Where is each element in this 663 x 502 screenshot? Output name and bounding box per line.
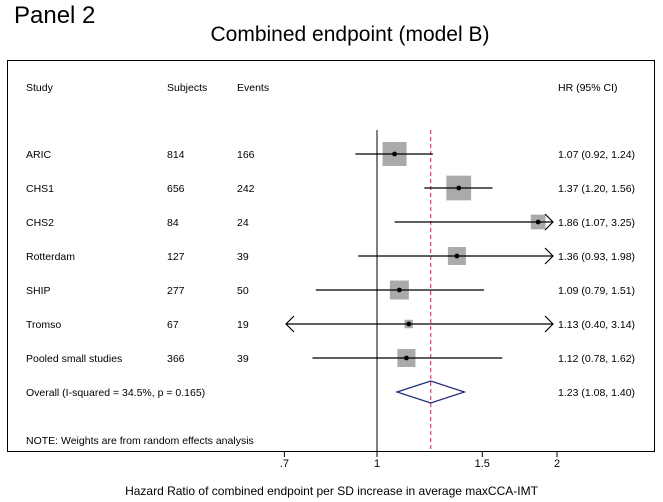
x-axis-label: Hazard Ratio of combined endpoint per SD… [125, 484, 538, 498]
study-name-pooled-small-studies: Pooled small studies [26, 353, 123, 365]
study-name-chs1: CHS1 [26, 183, 55, 195]
subjects-ship: 277 [167, 285, 185, 297]
header-events: Events [237, 82, 270, 94]
point-estimate-tromso [406, 321, 412, 327]
hr-text-aric: 1.07 (0.92, 1.24) [558, 149, 636, 161]
events-chs2: 24 [237, 217, 249, 229]
x-tick-label-1: 1 [373, 458, 381, 470]
header-hr: HR (95% CI) [558, 82, 618, 94]
study-name-rotterdam: Rotterdam [26, 251, 76, 263]
point-estimate-ship [396, 287, 402, 293]
overall-diamond [395, 380, 467, 404]
point-estimate-aric [392, 151, 397, 157]
hr-text-pooled-small-studies: 1.12 (0.78, 1.62) [558, 353, 636, 365]
ci-arrow-right-rotterdam [544, 247, 554, 265]
events-chs1: 242 [237, 183, 255, 195]
chart-title: Combined endpoint (model B) [210, 23, 490, 46]
point-estimate-chs2 [535, 219, 541, 225]
ci-arrow-right-chs2 [544, 213, 554, 231]
subjects-chs2: 84 [167, 217, 179, 229]
ci-arrow-right-tromso [544, 315, 554, 333]
x-tick-label-3: 2 [553, 458, 561, 470]
x-tick-label-0: .7 [279, 458, 289, 470]
subjects-aric: 814 [167, 149, 185, 161]
point-estimate-rotterdam [454, 253, 460, 259]
point-estimate-chs1 [456, 185, 462, 191]
point-estimate-pooled-small-studies [404, 355, 409, 361]
plot-frame: Study Subjects Events HR (95% CI) ARIC 81… [7, 60, 655, 452]
subjects-rotterdam: 127 [167, 251, 185, 263]
ci-arrow-left-tromso [285, 315, 295, 333]
subjects-chs1: 656 [167, 183, 185, 195]
study-name-ship: SHIP [26, 285, 51, 297]
hr-text-ship: 1.09 (0.79, 1.51) [558, 285, 636, 297]
study-name-chs2: CHS2 [26, 217, 55, 229]
footnote: NOTE: Weights are from random effects an… [26, 435, 254, 447]
study-name-aric: ARIC [26, 149, 52, 161]
x-tick-label-2: 1.5 [474, 458, 490, 470]
events-ship: 50 [237, 285, 249, 297]
hr-text-rotterdam: 1.36 (0.93, 1.98) [558, 251, 636, 263]
overall-label: Overall (I-squared = 34.5%, p = 0.165) [26, 387, 206, 399]
events-rotterdam: 39 [237, 251, 249, 263]
hr-text-chs1: 1.37 (1.20, 1.56) [558, 183, 636, 195]
header-subjects: Subjects [167, 82, 208, 94]
subjects-tromso: 67 [167, 319, 179, 331]
panel-label: Panel 2 [14, 2, 96, 29]
header-study: Study [26, 82, 53, 94]
overall-hr-text: 1.23 (1.08, 1.40) [558, 387, 636, 399]
study-name-tromso: Tromso [26, 319, 62, 331]
events-pooled-small-studies: 39 [237, 353, 249, 365]
hr-text-chs2: 1.86 (1.07, 3.25) [558, 217, 636, 229]
hr-text-tromso: 1.13 (0.40, 3.14) [558, 319, 636, 331]
events-aric: 166 [237, 149, 255, 161]
events-tromso: 19 [237, 319, 249, 331]
subjects-pooled-small-studies: 366 [167, 353, 185, 365]
